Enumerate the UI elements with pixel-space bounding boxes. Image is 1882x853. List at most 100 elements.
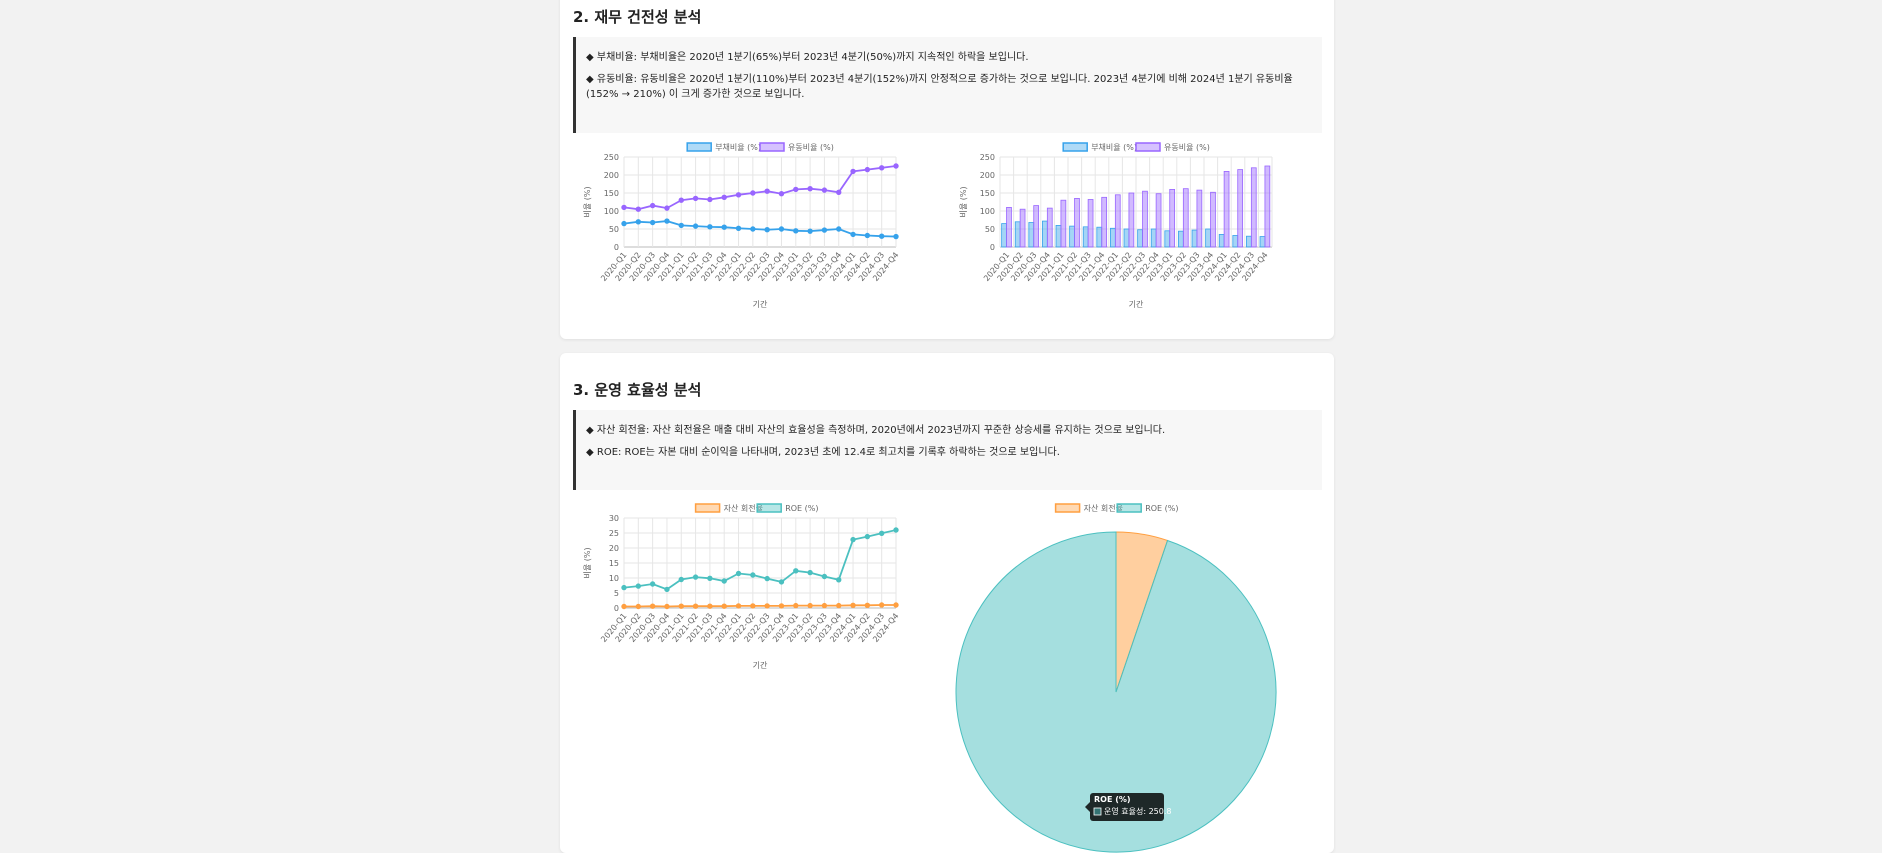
- series-line: [623, 529, 897, 591]
- financial-health-card: 2. 재무 건전성 분석 ◆ 부채비율: 부채비율은 2020년 1분기(65%…: [560, 0, 1334, 339]
- data-point: [664, 218, 670, 224]
- data-point: [750, 190, 756, 196]
- data-point: [864, 166, 871, 173]
- legend-label: 자산 회전율: [1084, 503, 1123, 513]
- data-point: [836, 577, 842, 583]
- bar: [1246, 235, 1252, 248]
- y-tick-label: 0: [614, 243, 619, 252]
- data-point: [707, 224, 713, 230]
- legend-label: 유동비율 (%): [1164, 143, 1210, 152]
- data-point: [821, 602, 828, 609]
- data-point: [893, 527, 899, 533]
- data-point: [764, 603, 770, 609]
- data-point: [778, 191, 785, 197]
- ratio-bar-chart: 부채비율 (%) 유동비율 (%)0501001502002502020-Q120…: [959, 142, 1273, 309]
- y-tick-label: 25: [609, 529, 619, 538]
- legend-label: 자산 회전율: [724, 503, 763, 513]
- data-point: [707, 575, 713, 582]
- x-axis-label: 기간: [753, 299, 768, 309]
- data-point: [893, 602, 899, 608]
- bar: [1155, 193, 1162, 248]
- data-point: [735, 570, 742, 577]
- bar: [1237, 169, 1244, 248]
- data-point: [692, 603, 699, 609]
- legend-label: 부채비율 (%): [715, 142, 761, 152]
- y-tick-label: 20: [609, 544, 619, 553]
- y-tick-label: 15: [609, 559, 619, 568]
- data-point: [836, 189, 842, 195]
- data-point: [692, 195, 699, 202]
- data-point: [878, 233, 885, 239]
- data-point: [692, 223, 699, 229]
- y-tick-label: 100: [604, 207, 619, 216]
- data-point: [850, 231, 856, 238]
- bar: [1096, 226, 1103, 248]
- bar: [1210, 191, 1216, 248]
- data-point: [750, 226, 756, 232]
- bar: [1259, 236, 1266, 248]
- data-point: [878, 530, 885, 536]
- y-tick-label: 50: [609, 225, 619, 234]
- y-tick-label: 0: [990, 243, 995, 252]
- legend-swatch: [1135, 142, 1161, 152]
- bar: [1164, 230, 1171, 248]
- data-point: [850, 602, 856, 609]
- efficiency-pie-chart: 자산 회전율 ROE (%) ROE (%) 운영 효율성: 250.8: [955, 503, 1277, 853]
- bar: [1014, 221, 1021, 248]
- data-point: [778, 579, 785, 585]
- bar: [1019, 208, 1026, 248]
- data-point: [864, 533, 871, 540]
- data-point: [878, 165, 885, 171]
- legend-swatch: [686, 142, 712, 152]
- data-point: [807, 569, 813, 576]
- bar: [1006, 207, 1012, 248]
- y-tick-label: 100: [980, 207, 995, 216]
- bar: [1123, 228, 1130, 248]
- y-tick-label: 250: [980, 153, 995, 162]
- y-tick-label: 5: [614, 589, 619, 598]
- bar: [1114, 194, 1121, 248]
- data-point: [893, 233, 899, 240]
- bar: [1087, 199, 1094, 248]
- tooltip-swatch: [1093, 807, 1102, 816]
- asset-turnover-note: ◆ 자산 회전율: 자산 회전율은 매출 대비 자산의 효율성을 측정하며, 2…: [586, 425, 1166, 436]
- legend-swatch: [1062, 142, 1088, 152]
- debt-ratio-note: ◆ 부채비율: 부채비율은 2020년 1분기(65%)부터 2023년 4분기…: [586, 52, 1029, 63]
- y-tick-label: 50: [985, 225, 995, 234]
- data-point: [893, 163, 899, 169]
- data-point: [721, 224, 727, 230]
- series-line: [623, 165, 897, 211]
- y-axis-label: 비율 (%): [583, 186, 592, 217]
- data-point: [707, 196, 713, 203]
- legend-label: ROE (%): [1145, 504, 1178, 513]
- data-point: [678, 197, 684, 203]
- y-tick-label: 250: [604, 153, 619, 162]
- data-point: [793, 186, 799, 193]
- bar: [1028, 222, 1035, 248]
- data-point: [707, 603, 713, 609]
- bar: [1042, 220, 1048, 248]
- data-point: [721, 603, 727, 609]
- efficiency-line-chart: 자산 회전율 ROE (%)0510152025302020-Q12020-Q22…: [583, 503, 901, 670]
- tooltip-label: 운영 효율성: 250.8: [1104, 806, 1171, 816]
- data-point: [678, 576, 684, 583]
- financial-notes: ◆ 부채비율: 부채비율은 2020년 1분기(65%)부터 2023년 4분기…: [573, 37, 1322, 133]
- data-point: [621, 603, 627, 610]
- data-point: [664, 205, 670, 211]
- y-axis-label: 비율 (%): [959, 186, 968, 217]
- bar: [1082, 226, 1089, 248]
- legend-label: ROE (%): [785, 504, 818, 513]
- x-axis-label: 기간: [753, 660, 768, 670]
- bar: [1142, 190, 1148, 248]
- data-point: [764, 227, 770, 233]
- legend-label: 부채비율 (%): [1091, 142, 1137, 152]
- data-point: [635, 583, 642, 589]
- y-tick-label: 0: [614, 604, 619, 613]
- bar: [1196, 189, 1203, 248]
- operational-efficiency-card: 3. 운영 효율성 분석 ◆ 자산 회전율: 자산 회전율은 매출 대비 자산의…: [560, 353, 1334, 853]
- bar: [1046, 207, 1053, 248]
- data-point: [678, 603, 684, 609]
- data-point: [878, 602, 885, 608]
- data-point: [750, 603, 756, 609]
- data-point: [621, 584, 627, 591]
